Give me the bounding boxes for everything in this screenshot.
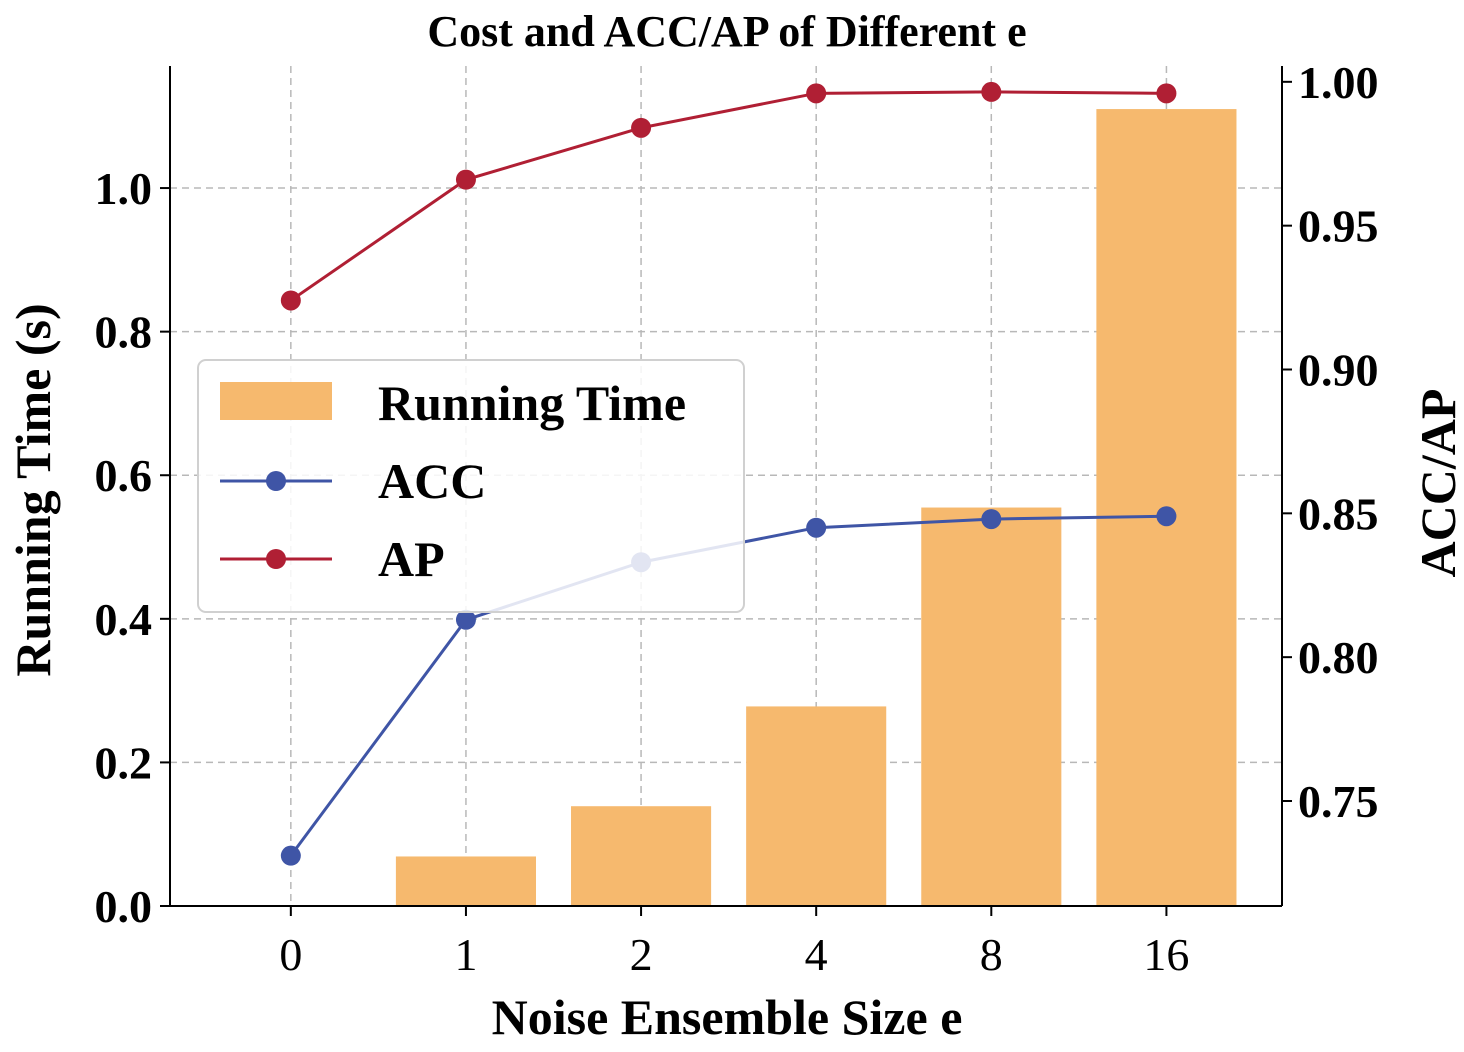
x-tick-label-1: 1	[454, 929, 477, 980]
legend-label-acc: ACC	[378, 453, 486, 509]
y-axis-label-left: Running Time (s)	[5, 303, 61, 676]
y-tick-label-left-2: 0.4	[95, 594, 153, 645]
axes-frame	[169, 66, 1283, 907]
point-ap-8	[981, 81, 1002, 102]
point-acc-16	[1156, 506, 1177, 527]
legend-label-running-time: Running Time	[378, 375, 686, 431]
y-tick-label-right-2: 0.85	[1298, 488, 1379, 539]
point-ap-1	[455, 169, 476, 190]
legend-box	[197, 359, 745, 613]
y-tick-label-right-0: 0.75	[1298, 776, 1379, 827]
bar-running-time-8	[921, 507, 1062, 906]
y-tick-label-left-5: 1.0	[95, 163, 153, 214]
point-acc-4	[806, 517, 827, 538]
x-tick-label-8: 8	[980, 929, 1003, 980]
x-tick-label-2: 2	[630, 929, 653, 980]
y-axis-label-right: ACC/AP	[1410, 389, 1464, 578]
point-acc-8	[981, 509, 1002, 530]
bar-running-time-1	[395, 856, 536, 906]
point-acc-1	[455, 609, 476, 630]
point-ap-2	[631, 117, 652, 138]
legend-swatch-ap-marker	[266, 549, 286, 569]
legend-swatch-running-time	[220, 382, 332, 420]
x-axis-label: Noise Ensemble Size e	[492, 989, 963, 1045]
bar-running-time-4	[746, 706, 887, 906]
bar-running-time-2	[571, 806, 712, 906]
y-tick-label-left-1: 0.2	[95, 737, 153, 788]
legend: Running Time ACC AP	[197, 359, 745, 613]
legend-label-ap: AP	[378, 531, 445, 587]
tick-group: 0 1 2 4 8 16 0.0 0.2 0.4 0.6 0.8 1.0 0.75 0.80 0.85 0.9…	[95, 57, 1379, 980]
legend-swatch-acc-marker	[266, 471, 286, 491]
point-ap-16	[1156, 83, 1177, 104]
y-tick-label-left-0: 0.0	[95, 881, 153, 932]
chart-title: Cost and ACC/AP of Different e	[427, 7, 1026, 56]
x-tick-label-16: 16	[1143, 929, 1189, 980]
x-tick-label-0: 0	[279, 929, 302, 980]
x-tick-label-4: 4	[805, 929, 828, 980]
y-tick-label-left-3: 0.6	[95, 450, 153, 501]
y-tick-label-right-4: 0.95	[1298, 201, 1379, 252]
bar-group	[395, 109, 1237, 907]
y-tick-label-right-1: 0.80	[1298, 632, 1379, 683]
point-ap-0	[280, 290, 301, 311]
point-acc-0	[280, 845, 301, 866]
y-tick-label-right-5: 1.00	[1298, 57, 1379, 108]
y-tick-label-right-3: 0.90	[1298, 344, 1379, 395]
point-ap-4	[806, 83, 827, 104]
line-ap	[289, 90, 1167, 302]
y-tick-label-left-4: 0.8	[95, 307, 153, 358]
